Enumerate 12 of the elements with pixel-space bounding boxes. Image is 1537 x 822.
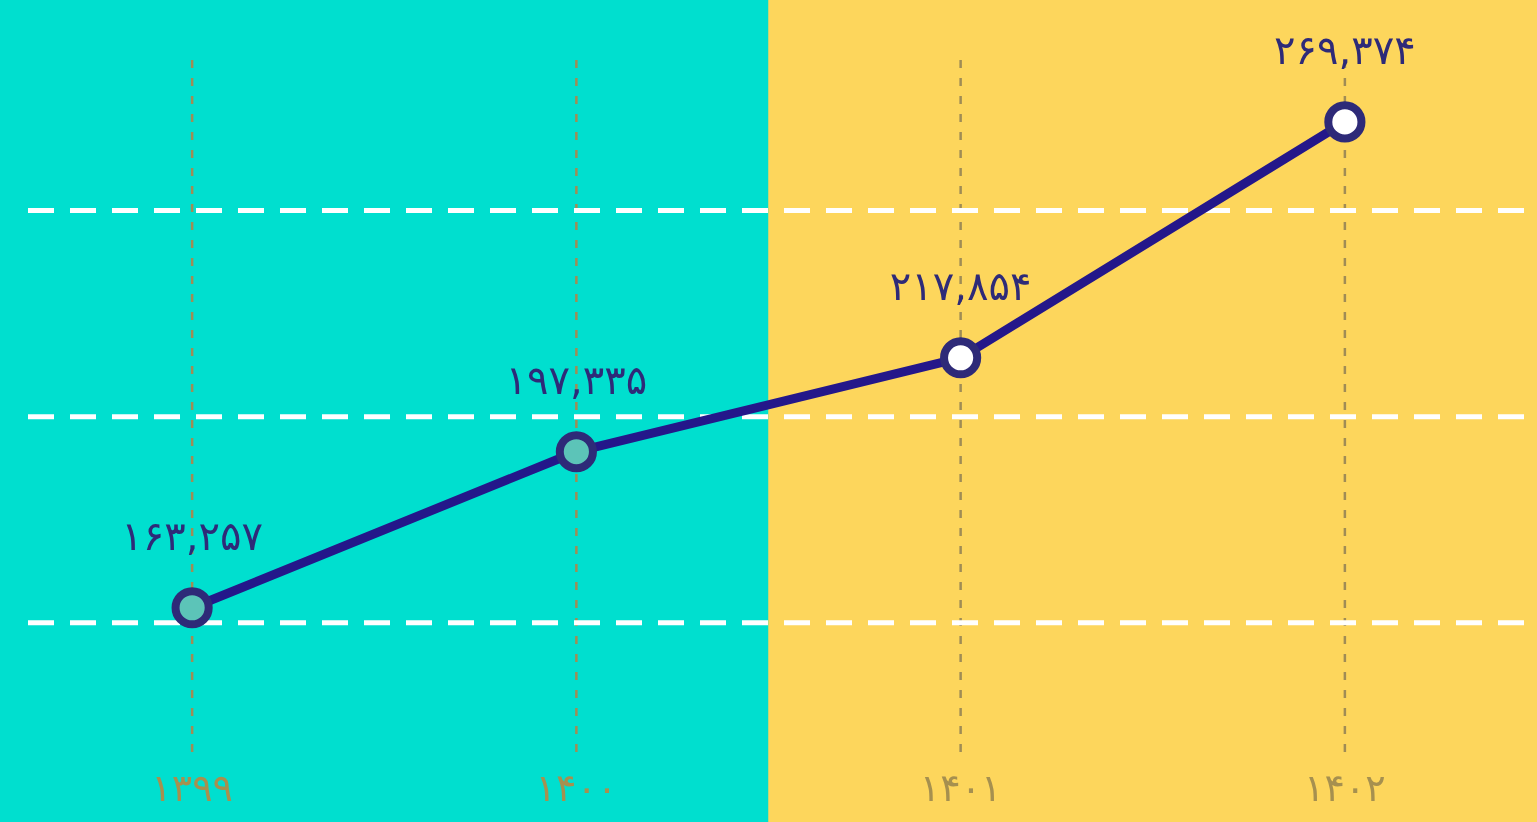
x-tick-label: ۱۴۰۲ [1304,765,1386,810]
data-label: ۲۱۷,۸۵۴ [889,262,1032,309]
data-label: ۲۶۹,۳۷۴ [1274,26,1416,73]
point [555,431,597,473]
point [940,337,982,379]
point [1324,101,1366,143]
point [171,587,213,629]
x-tick-label: ۱۴۰۱ [919,765,1002,810]
x-tick-label: ۱۴۰۰ [535,765,618,810]
data-label: ۱۶۳,۲۵۷ [121,512,263,559]
x-tick-label: ۱۳۹۹ [151,765,233,810]
data-label: ۱۹۷,۳۳۵ [505,356,648,403]
